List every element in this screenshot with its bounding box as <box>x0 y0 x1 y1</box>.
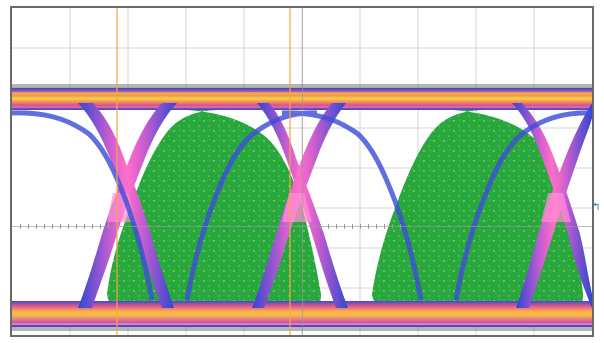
bit-boundary-outlines <box>12 110 592 301</box>
eye-diagram-canvas <box>12 8 592 335</box>
oscilloscope-display <box>10 6 594 337</box>
channel-ground-reference-icon: ↰ <box>593 200 600 213</box>
crossing-region-right <box>512 103 592 308</box>
center-axis-ticks <box>12 8 592 335</box>
time-cursors <box>116 8 291 335</box>
